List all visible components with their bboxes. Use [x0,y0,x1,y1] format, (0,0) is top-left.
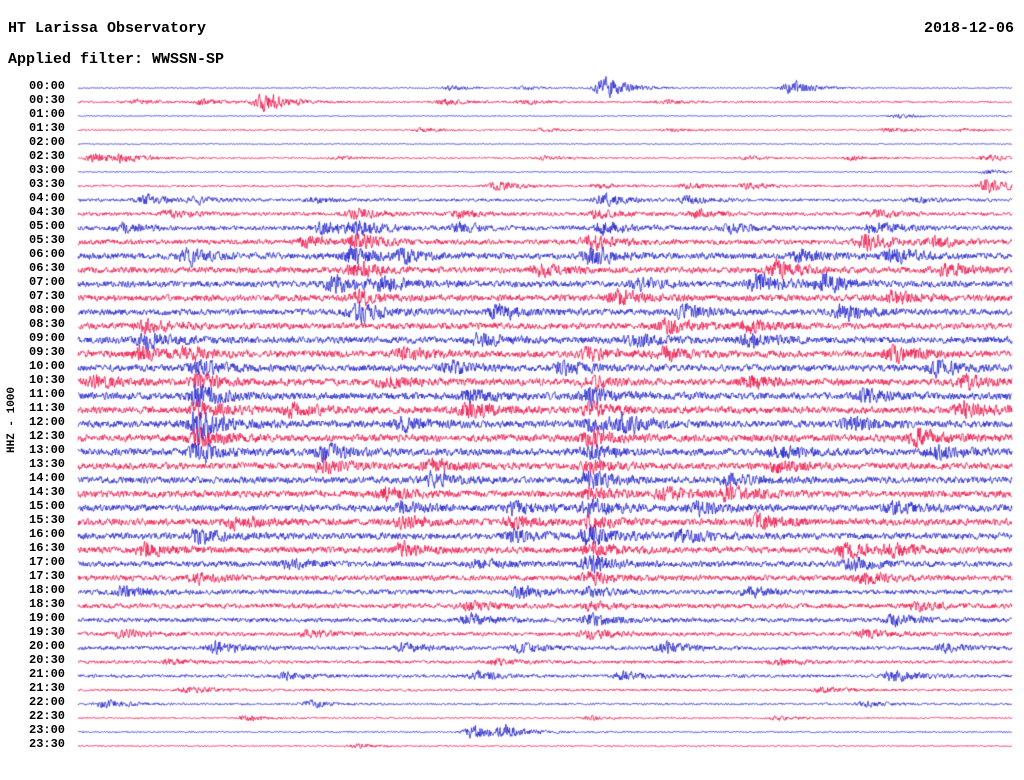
page-title: HT Larissa Observatory [8,20,207,37]
date-label: 2018-12-06 [923,20,1014,37]
filter-label: Applied filter: WWSSN-SP [8,51,225,68]
channel-axis-label: HHZ - 1000 [6,386,18,454]
header: HT Larissa Observatory 2018-12-06 [8,20,1014,37]
